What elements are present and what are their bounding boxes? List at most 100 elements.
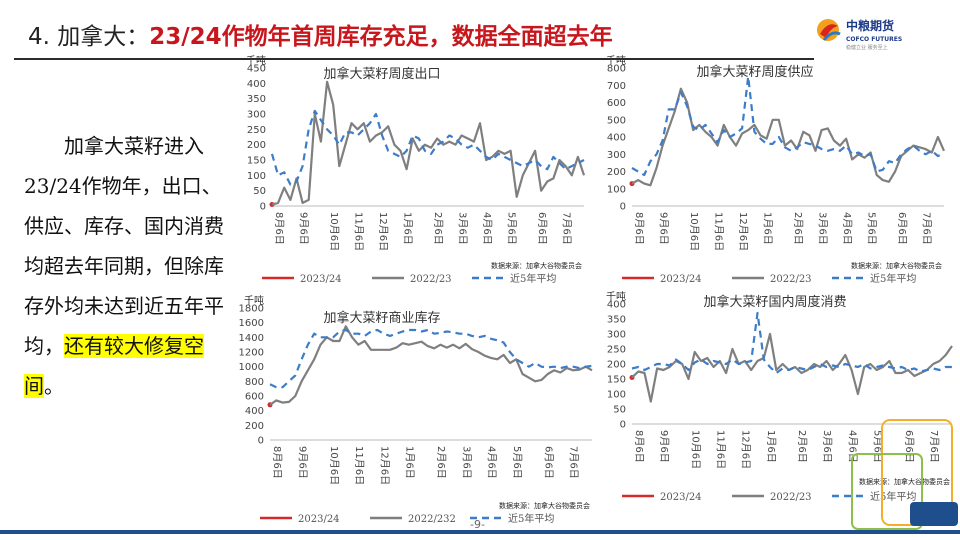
series-line-1	[271, 80, 586, 206]
y-unit-label: 千吨	[606, 54, 626, 67]
y-tick-label: 100	[607, 390, 626, 401]
x-tick-label: 1月6日	[404, 446, 416, 479]
y-tick-label: 350	[247, 94, 266, 105]
x-tick-label: 8月6日	[271, 446, 283, 479]
x-tick-label: 7月6日	[921, 212, 933, 245]
legend-label: 2023/24	[660, 274, 702, 285]
y-tick-label: 50	[253, 186, 266, 197]
summary-text: 加拿大菜籽进入23/24作物年，出口、供应、库存、国内消费均超去年同期，但除库存…	[24, 126, 229, 406]
x-tick-label: 4月6日	[481, 212, 493, 245]
y-tick-label: 100	[607, 184, 626, 195]
legend-label: 2023/24	[298, 514, 340, 525]
x-tick-label: 12月6日	[378, 446, 390, 485]
x-tick-label: 11月6日	[715, 430, 727, 469]
y-tick-label: 400	[607, 300, 626, 311]
x-tick-label: 3月6日	[460, 446, 472, 479]
legend-label: 2022/23	[770, 492, 812, 503]
x-tick-label: 2月6日	[796, 430, 808, 463]
logo-en: COFCO FUTURES	[846, 36, 902, 43]
x-tick-label: 6月6日	[542, 446, 554, 479]
summary-main: 加拿大菜籽进入23/24作物年，出口、供应、库存、国内消费均超去年同期，但除库存…	[24, 134, 224, 358]
x-tick-label: 3月6日	[457, 212, 469, 245]
chart-title: 加拿大菜籽周度供应	[696, 64, 813, 80]
legend-label: 2022/23	[770, 274, 812, 285]
legend-label: 2022/232	[408, 514, 456, 525]
y-tick-label: 300	[607, 150, 626, 161]
y-tick-label: 600	[607, 98, 626, 109]
title-divider	[14, 58, 814, 60]
y-tick-label: 200	[607, 167, 626, 178]
y-tick-label: 50	[613, 405, 626, 416]
x-tick-label: 1月6日	[401, 212, 413, 245]
legend-label: 近5年平均	[510, 272, 556, 285]
chart-title: 加拿大菜籽周度出口	[323, 66, 440, 82]
y-tick-label: 0	[620, 202, 626, 213]
y-tick-label: 150	[607, 375, 626, 386]
series-line-2	[631, 311, 952, 375]
x-tick-label: 10月6日	[328, 212, 340, 251]
x-tick-label: 4月6日	[486, 446, 498, 479]
x-tick-label: 1月6日	[765, 430, 777, 463]
y-tick-label: 300	[247, 110, 266, 121]
y-tick-label: 0	[620, 420, 626, 431]
x-tick-label: 5月6日	[865, 212, 877, 245]
x-tick-label: 11月6日	[353, 446, 365, 485]
x-tick-label: 8月6日	[633, 430, 645, 463]
x-tick-label: 6月6日	[896, 212, 908, 245]
source-note: 数据来源：加拿大谷物委员会	[499, 501, 590, 510]
chart-title: 加拿大菜籽商业库存	[323, 310, 440, 326]
x-tick-label: 5月6日	[505, 212, 517, 245]
x-tick-label: 4月6日	[841, 212, 853, 245]
x-tick-label: 10月6日	[689, 430, 701, 469]
y-tick-label: 800	[607, 64, 626, 75]
bottom-rule	[0, 530, 960, 534]
y-tick-label: 0	[258, 436, 264, 447]
x-tick-label: 6月6日	[536, 212, 548, 245]
logo-cn: 中粮期货	[846, 18, 894, 33]
chart-title: 加拿大菜籽国内周度消费	[703, 294, 846, 310]
company-logo: 中粮期货 COFCO FUTURES 稳健立业 服务至上	[814, 12, 934, 56]
x-tick-label: 12月6日	[377, 212, 389, 251]
y-tick-label: 700	[607, 81, 626, 92]
y-tick-label: 1000	[239, 362, 264, 373]
series-line-2	[269, 328, 593, 389]
x-tick-label: 1月6日	[761, 212, 773, 245]
title-text: 23/24作物年首周库存充足，数据全面超去年	[149, 24, 613, 50]
series-line-2	[631, 75, 945, 177]
page-number: -9-	[470, 518, 485, 531]
x-tick-label: 10月6日	[328, 446, 340, 485]
y-tick-label: 400	[607, 133, 626, 144]
x-tick-label: 3月6日	[817, 212, 829, 245]
x-tick-label: 11月6日	[713, 212, 725, 251]
x-tick-label: 3月6日	[821, 430, 833, 463]
x-tick-label: 2月6日	[435, 446, 447, 479]
y-tick-label: 200	[607, 360, 626, 371]
x-tick-label: 11月6日	[353, 212, 365, 251]
y-tick-label: 200	[245, 421, 264, 432]
y-unit-label: 千吨	[244, 294, 264, 307]
y-tick-label: 350	[607, 315, 626, 326]
x-tick-label: 5月6日	[511, 446, 523, 479]
y-tick-label: 1800	[239, 304, 264, 315]
chart-weekly-export: 千吨 0 50 100 150 200 250 300 350 400 450 8月6日 9月6日 10月…	[246, 54, 586, 285]
y-tick-label: 400	[247, 79, 266, 90]
x-tick-label: 7月6日	[568, 446, 580, 479]
logo-slogan: 稳健立业 服务至上	[846, 44, 888, 51]
summary-end: 。	[44, 374, 64, 398]
x-tick-label: 9月6日	[657, 212, 669, 245]
x-tick-label: 8月6日	[633, 212, 645, 245]
x-tick-label: 7月6日	[928, 430, 940, 463]
y-tick-label: 800	[245, 377, 264, 388]
y-tick-label: 400	[245, 406, 264, 417]
y-unit-label: 千吨	[246, 54, 266, 67]
legend-label: 近5年平均	[508, 512, 554, 525]
corner-decoration-icon	[851, 419, 958, 530]
chart-weekly-supply: 千吨 0 100 200 300 400 500 600 700 800 8月6日 9月6日 10月6日…	[606, 54, 946, 285]
y-unit-label: 千吨	[606, 290, 626, 303]
source-note: 数据来源：加拿大谷物委员会	[859, 477, 950, 486]
series-line-1	[269, 325, 593, 406]
x-tick-label: 9月6日	[658, 430, 670, 463]
x-tick-label: 9月6日	[296, 446, 308, 479]
chart-commercial-stock: 千吨 0 200 400 600 800 1000 1200 1400 1600 1800 8月6日 9…	[239, 294, 593, 525]
legend-label: 近5年平均	[870, 272, 916, 285]
